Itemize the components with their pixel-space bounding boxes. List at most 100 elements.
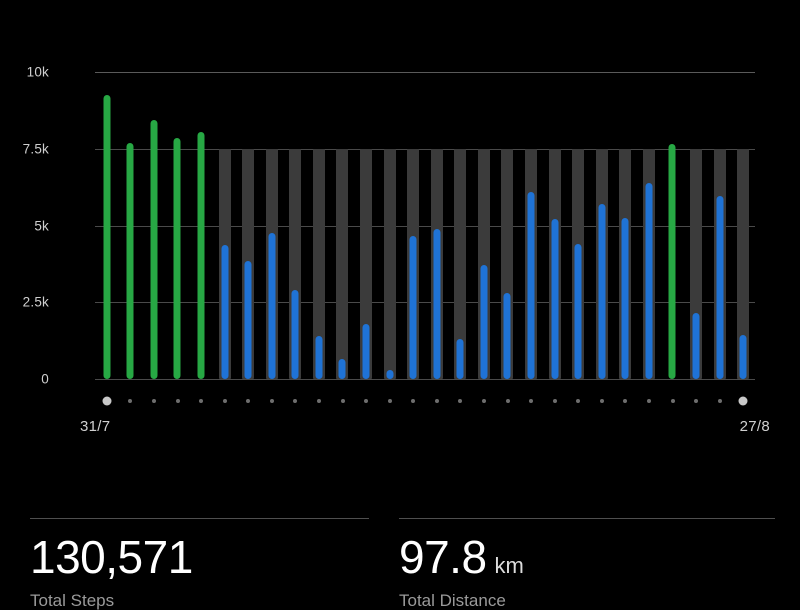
bar[interactable] — [362, 323, 370, 379]
bar-column[interactable] — [472, 72, 496, 379]
x-axis-dot[interactable] — [151, 399, 156, 403]
bar-column[interactable] — [425, 72, 449, 379]
bar[interactable] — [173, 138, 181, 379]
x-axis-dot[interactable] — [458, 399, 463, 403]
x-axis-end-label: 27/8 — [739, 418, 770, 435]
bar-column[interactable] — [614, 72, 638, 379]
bar-goal-track — [454, 148, 467, 379]
x-axis-dot[interactable] — [529, 399, 534, 403]
stat-value-number: 130,571 — [30, 531, 193, 583]
x-axis-dot[interactable] — [717, 399, 722, 403]
bar-column[interactable] — [731, 72, 755, 379]
bar[interactable] — [527, 191, 535, 379]
bar[interactable] — [291, 289, 299, 379]
x-axis-dot[interactable] — [670, 399, 675, 403]
x-axis-dot[interactable] — [246, 399, 251, 403]
divider — [30, 518, 369, 519]
bar-column[interactable] — [284, 72, 308, 379]
bar-column[interactable] — [449, 72, 473, 379]
stat-total-steps[interactable]: 130,571 Total Steps — [0, 518, 399, 609]
bar[interactable] — [503, 293, 511, 379]
bar-column[interactable] — [637, 72, 661, 379]
bar[interactable] — [315, 336, 323, 379]
x-axis-dot[interactable] — [175, 399, 180, 403]
x-axis-endpoint-dot[interactable] — [102, 396, 112, 406]
bar[interactable] — [197, 131, 205, 379]
x-axis-dot[interactable] — [293, 399, 298, 403]
x-axis-dot[interactable] — [411, 399, 416, 403]
x-axis-dot[interactable] — [481, 399, 486, 403]
bar-column[interactable] — [543, 72, 567, 379]
bar-column[interactable] — [401, 72, 425, 379]
chart-x-axis-dots[interactable] — [95, 394, 755, 408]
y-axis-tick-2.5k: 2.5k — [22, 294, 49, 310]
bar[interactable] — [409, 236, 417, 379]
bar-column[interactable] — [236, 72, 260, 379]
bar[interactable] — [668, 144, 676, 379]
bar[interactable] — [621, 217, 629, 379]
x-axis-dot[interactable] — [505, 399, 510, 403]
bar-column[interactable] — [189, 72, 213, 379]
x-axis-dot[interactable] — [316, 399, 321, 403]
bar[interactable] — [480, 265, 488, 379]
bar[interactable] — [598, 204, 606, 379]
bar-column[interactable] — [566, 72, 590, 379]
x-axis-dot[interactable] — [623, 399, 628, 403]
bar-column[interactable] — [590, 72, 614, 379]
stat-total-distance[interactable]: 97.8 km Total Distance — [399, 518, 800, 609]
bar[interactable] — [126, 142, 134, 379]
bar-column[interactable] — [519, 72, 543, 379]
x-axis-dot[interactable] — [340, 399, 345, 403]
bar[interactable] — [150, 119, 158, 379]
x-axis-dot[interactable] — [599, 399, 604, 403]
bar-column[interactable] — [661, 72, 685, 379]
bar-column[interactable] — [213, 72, 237, 379]
x-axis-dot[interactable] — [646, 399, 651, 403]
bar-column[interactable] — [260, 72, 284, 379]
bar-column[interactable] — [307, 72, 331, 379]
gridline-10k — [95, 72, 755, 73]
bar-column[interactable] — [684, 72, 708, 379]
bar-column[interactable] — [95, 72, 119, 379]
bar[interactable] — [551, 219, 559, 379]
x-axis-dot[interactable] — [364, 399, 369, 403]
bar-column[interactable] — [496, 72, 520, 379]
bar-column[interactable] — [354, 72, 378, 379]
x-axis-dot[interactable] — [694, 399, 699, 403]
bar-column[interactable] — [142, 72, 166, 379]
bar-goal-track — [336, 148, 349, 379]
x-axis-dot[interactable] — [434, 399, 439, 403]
bar[interactable] — [386, 369, 394, 379]
x-axis-dot[interactable] — [269, 399, 274, 403]
bar[interactable] — [692, 313, 700, 379]
bar[interactable] — [716, 196, 724, 379]
x-axis-dot[interactable] — [222, 399, 227, 403]
bar[interactable] — [338, 359, 346, 379]
bar-column[interactable] — [708, 72, 732, 379]
steps-bar-chart[interactable]: 10k 7.5k 5k 2.5k 0 31/7 27/8 — [0, 0, 800, 470]
x-axis-dot[interactable] — [576, 399, 581, 403]
x-axis-dot[interactable] — [387, 399, 392, 403]
bar[interactable] — [268, 233, 276, 379]
bar-column[interactable] — [119, 72, 143, 379]
bar[interactable] — [645, 182, 653, 379]
x-axis-dot[interactable] — [199, 399, 204, 403]
bar-column[interactable] — [166, 72, 190, 379]
bar-column[interactable] — [378, 72, 402, 379]
bar[interactable] — [433, 228, 441, 379]
bar[interactable] — [221, 245, 229, 379]
bar[interactable] — [739, 334, 747, 379]
x-axis-start-label: 31/7 — [80, 418, 111, 435]
x-axis-dot[interactable] — [552, 399, 557, 403]
bar[interactable] — [574, 243, 582, 379]
bar[interactable] — [103, 95, 111, 379]
x-axis-dot[interactable] — [128, 399, 133, 403]
chart-bars — [95, 72, 755, 379]
bar[interactable] — [244, 260, 252, 379]
x-axis-endpoint-dot[interactable] — [738, 396, 748, 406]
bar-column[interactable] — [331, 72, 355, 379]
bar[interactable] — [456, 339, 464, 379]
stat-total-steps-value: 130,571 — [30, 534, 201, 580]
bar-goal-track — [360, 148, 373, 379]
summary-stats: 130,571 Total Steps 97.8 km Total Distanc… — [0, 518, 800, 609]
